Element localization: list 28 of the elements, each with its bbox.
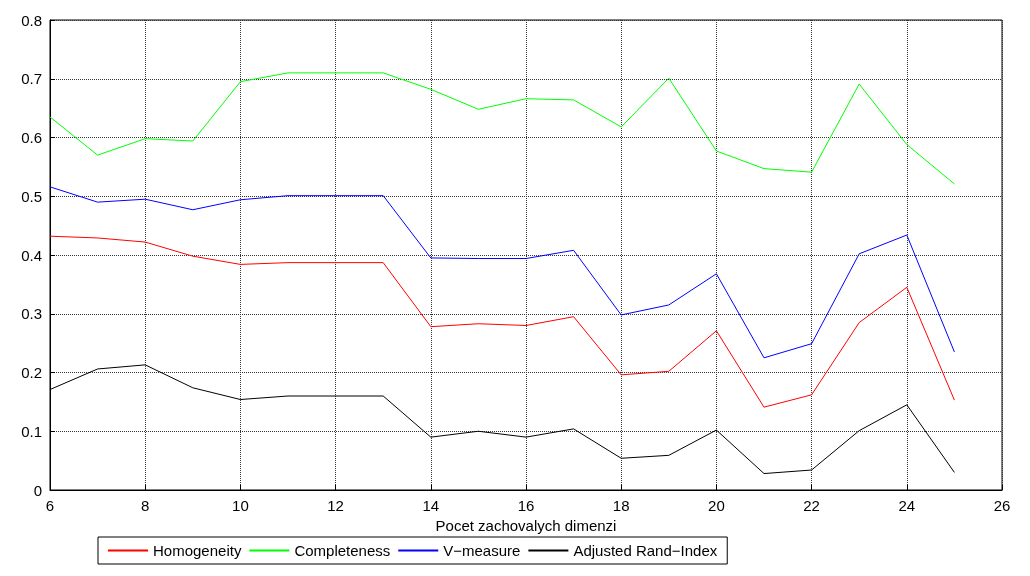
legend-label: Completeness bbox=[294, 542, 391, 559]
x-tick-label: 8 bbox=[141, 497, 150, 514]
y-tick-label: 0 bbox=[33, 481, 42, 499]
y-tick-label: 0.5 bbox=[21, 187, 42, 205]
line-series bbox=[49, 186, 955, 359]
y-tick-label: 0.7 bbox=[21, 70, 42, 88]
legend-label: V−measure bbox=[443, 542, 521, 559]
y-tick-label: 0.8 bbox=[21, 11, 42, 29]
legend-label: Homogeneity bbox=[153, 542, 242, 559]
x-tick-label: 26 bbox=[993, 497, 1011, 514]
legend-label: Adjusted Rand−Index bbox=[573, 542, 718, 559]
line-series bbox=[49, 72, 955, 185]
x-tick-label: 24 bbox=[898, 497, 916, 514]
y-tick-label: 0.4 bbox=[21, 246, 42, 264]
y-tick-label: 0.1 bbox=[21, 422, 42, 440]
y-tick-label: 0.3 bbox=[21, 305, 42, 323]
x-tick-label: 22 bbox=[803, 497, 820, 514]
x-tick-label: 20 bbox=[708, 497, 725, 514]
line-series bbox=[49, 235, 955, 408]
x-tick-label: 10 bbox=[232, 497, 249, 514]
x-tick-label: 18 bbox=[612, 497, 630, 514]
x-tick-label: 16 bbox=[517, 497, 535, 514]
x-axis-title: Pocet zachovalych dimenzi bbox=[435, 516, 617, 534]
x-tick-label: 12 bbox=[327, 497, 344, 514]
x-tick-label: 14 bbox=[422, 497, 440, 514]
x-tick-label: 6 bbox=[45, 497, 55, 514]
y-tick-label: 0.6 bbox=[21, 129, 42, 146]
y-tick-label: 0.2 bbox=[21, 364, 42, 381]
